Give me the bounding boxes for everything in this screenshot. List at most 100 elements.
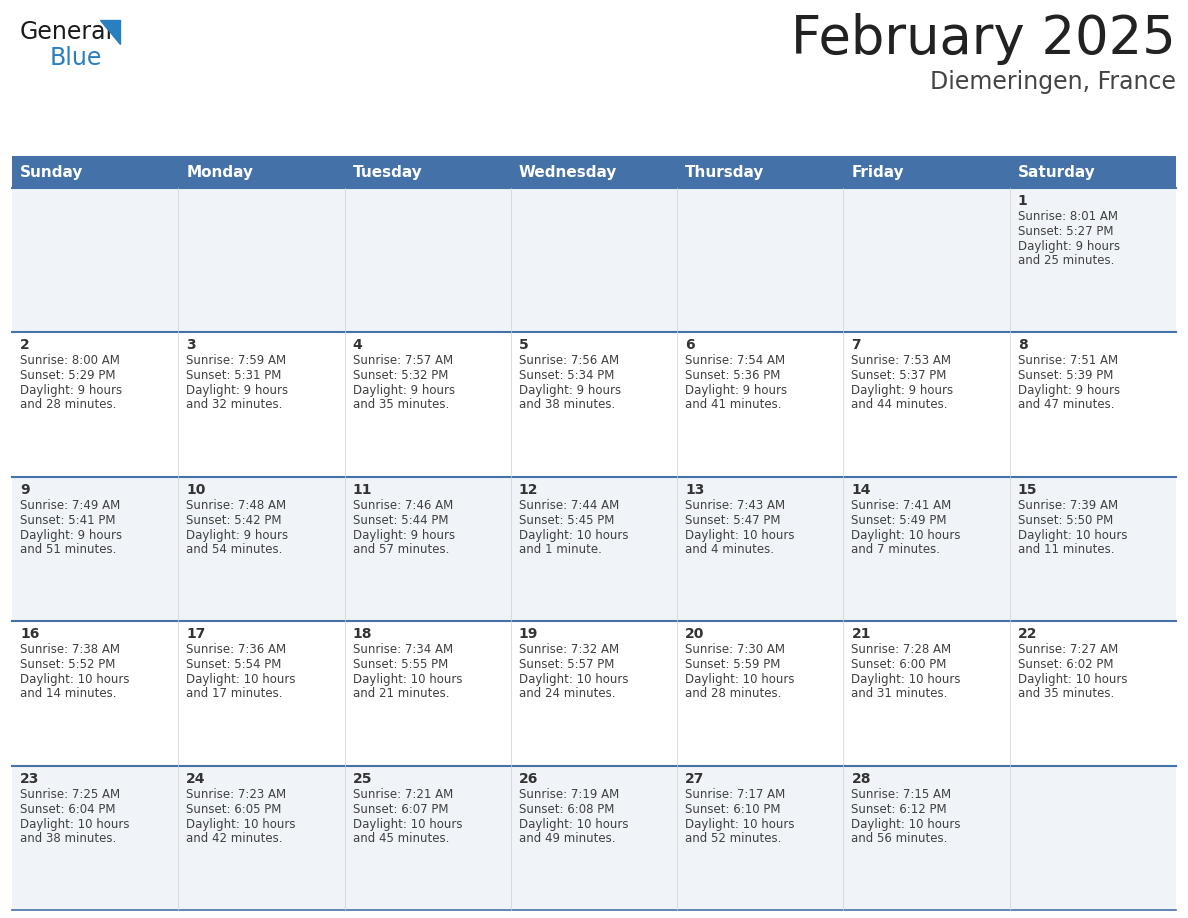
Text: and 4 minutes.: and 4 minutes. xyxy=(685,543,775,555)
Text: Daylight: 10 hours: Daylight: 10 hours xyxy=(685,673,795,686)
Text: 11: 11 xyxy=(353,483,372,497)
Text: Sunset: 6:05 PM: Sunset: 6:05 PM xyxy=(187,802,282,815)
Text: 6: 6 xyxy=(685,339,695,353)
Text: Daylight: 9 hours: Daylight: 9 hours xyxy=(852,385,954,397)
Text: Sunset: 5:27 PM: Sunset: 5:27 PM xyxy=(1018,225,1113,238)
Text: Daylight: 9 hours: Daylight: 9 hours xyxy=(353,385,455,397)
Text: and 11 minutes.: and 11 minutes. xyxy=(1018,543,1114,555)
Text: Daylight: 10 hours: Daylight: 10 hours xyxy=(519,818,628,831)
Text: Sunset: 5:36 PM: Sunset: 5:36 PM xyxy=(685,369,781,383)
Text: Sunrise: 7:19 AM: Sunrise: 7:19 AM xyxy=(519,788,619,800)
Text: February 2025: February 2025 xyxy=(791,13,1176,65)
Text: Sunset: 6:02 PM: Sunset: 6:02 PM xyxy=(1018,658,1113,671)
Text: Sunset: 5:54 PM: Sunset: 5:54 PM xyxy=(187,658,282,671)
Text: Sunrise: 7:32 AM: Sunrise: 7:32 AM xyxy=(519,644,619,656)
Text: and 28 minutes.: and 28 minutes. xyxy=(685,688,782,700)
Text: Sunday: Sunday xyxy=(20,164,83,180)
Text: Sunrise: 7:54 AM: Sunrise: 7:54 AM xyxy=(685,354,785,367)
Text: Daylight: 10 hours: Daylight: 10 hours xyxy=(685,529,795,542)
Text: Sunset: 5:52 PM: Sunset: 5:52 PM xyxy=(20,658,115,671)
Text: Saturday: Saturday xyxy=(1018,164,1095,180)
Text: and 32 minutes.: and 32 minutes. xyxy=(187,398,283,411)
Text: Sunset: 5:55 PM: Sunset: 5:55 PM xyxy=(353,658,448,671)
Text: Sunset: 5:50 PM: Sunset: 5:50 PM xyxy=(1018,514,1113,527)
Text: Sunset: 5:42 PM: Sunset: 5:42 PM xyxy=(187,514,282,527)
Text: Daylight: 9 hours: Daylight: 9 hours xyxy=(1018,385,1120,397)
Text: Sunrise: 7:38 AM: Sunrise: 7:38 AM xyxy=(20,644,120,656)
Text: 2: 2 xyxy=(20,339,30,353)
Text: Daylight: 9 hours: Daylight: 9 hours xyxy=(519,385,621,397)
Text: Daylight: 9 hours: Daylight: 9 hours xyxy=(1018,240,1120,253)
Text: Monday: Monday xyxy=(187,164,253,180)
Text: and 57 minutes.: and 57 minutes. xyxy=(353,543,449,555)
Text: Sunset: 5:34 PM: Sunset: 5:34 PM xyxy=(519,369,614,383)
Text: General: General xyxy=(20,20,113,44)
Text: and 28 minutes.: and 28 minutes. xyxy=(20,398,116,411)
Text: Daylight: 9 hours: Daylight: 9 hours xyxy=(20,385,122,397)
Text: 8: 8 xyxy=(1018,339,1028,353)
Text: and 7 minutes.: and 7 minutes. xyxy=(852,543,941,555)
Text: 17: 17 xyxy=(187,627,206,641)
Text: and 52 minutes.: and 52 minutes. xyxy=(685,832,782,845)
Text: 7: 7 xyxy=(852,339,861,353)
Text: 3: 3 xyxy=(187,339,196,353)
Text: Sunrise: 8:01 AM: Sunrise: 8:01 AM xyxy=(1018,210,1118,223)
Text: Sunset: 5:57 PM: Sunset: 5:57 PM xyxy=(519,658,614,671)
Text: Sunset: 6:07 PM: Sunset: 6:07 PM xyxy=(353,802,448,815)
Text: Sunset: 6:04 PM: Sunset: 6:04 PM xyxy=(20,802,115,815)
Text: and 44 minutes.: and 44 minutes. xyxy=(852,398,948,411)
Text: and 56 minutes.: and 56 minutes. xyxy=(852,832,948,845)
Text: Sunrise: 7:28 AM: Sunrise: 7:28 AM xyxy=(852,644,952,656)
Text: Tuesday: Tuesday xyxy=(353,164,422,180)
Bar xyxy=(12,156,1176,188)
Text: and 51 minutes.: and 51 minutes. xyxy=(20,543,116,555)
Text: 26: 26 xyxy=(519,772,538,786)
Text: Sunset: 5:49 PM: Sunset: 5:49 PM xyxy=(852,514,947,527)
Text: Daylight: 9 hours: Daylight: 9 hours xyxy=(20,529,122,542)
Text: Sunrise: 7:51 AM: Sunrise: 7:51 AM xyxy=(1018,354,1118,367)
Text: 15: 15 xyxy=(1018,483,1037,497)
Text: Daylight: 10 hours: Daylight: 10 hours xyxy=(353,818,462,831)
Text: Sunset: 5:44 PM: Sunset: 5:44 PM xyxy=(353,514,448,527)
Text: Daylight: 10 hours: Daylight: 10 hours xyxy=(20,818,129,831)
Text: Sunrise: 7:17 AM: Sunrise: 7:17 AM xyxy=(685,788,785,800)
Text: Sunrise: 7:15 AM: Sunrise: 7:15 AM xyxy=(852,788,952,800)
Text: Daylight: 9 hours: Daylight: 9 hours xyxy=(353,529,455,542)
Text: and 38 minutes.: and 38 minutes. xyxy=(20,832,116,845)
Text: Daylight: 9 hours: Daylight: 9 hours xyxy=(685,385,788,397)
Text: Sunrise: 7:41 AM: Sunrise: 7:41 AM xyxy=(852,498,952,512)
Text: Sunrise: 7:34 AM: Sunrise: 7:34 AM xyxy=(353,644,453,656)
Text: Sunrise: 7:57 AM: Sunrise: 7:57 AM xyxy=(353,354,453,367)
Text: Sunset: 6:10 PM: Sunset: 6:10 PM xyxy=(685,802,781,815)
Text: Daylight: 10 hours: Daylight: 10 hours xyxy=(353,673,462,686)
Text: 9: 9 xyxy=(20,483,30,497)
Text: 25: 25 xyxy=(353,772,372,786)
Text: Sunset: 5:45 PM: Sunset: 5:45 PM xyxy=(519,514,614,527)
Text: Sunset: 5:59 PM: Sunset: 5:59 PM xyxy=(685,658,781,671)
Text: Sunset: 6:00 PM: Sunset: 6:00 PM xyxy=(852,658,947,671)
Text: Daylight: 9 hours: Daylight: 9 hours xyxy=(187,529,289,542)
Text: Sunrise: 7:23 AM: Sunrise: 7:23 AM xyxy=(187,788,286,800)
Text: 10: 10 xyxy=(187,483,206,497)
Text: Sunrise: 7:43 AM: Sunrise: 7:43 AM xyxy=(685,498,785,512)
Text: Sunrise: 7:53 AM: Sunrise: 7:53 AM xyxy=(852,354,952,367)
Text: and 21 minutes.: and 21 minutes. xyxy=(353,688,449,700)
Text: Sunset: 5:37 PM: Sunset: 5:37 PM xyxy=(852,369,947,383)
Text: and 31 minutes.: and 31 minutes. xyxy=(852,688,948,700)
Text: Sunset: 5:29 PM: Sunset: 5:29 PM xyxy=(20,369,115,383)
Text: 19: 19 xyxy=(519,627,538,641)
Text: and 35 minutes.: and 35 minutes. xyxy=(1018,688,1114,700)
Text: and 54 minutes.: and 54 minutes. xyxy=(187,543,283,555)
Text: Sunset: 5:47 PM: Sunset: 5:47 PM xyxy=(685,514,781,527)
Text: and 14 minutes.: and 14 minutes. xyxy=(20,688,116,700)
Text: 27: 27 xyxy=(685,772,704,786)
Text: Daylight: 10 hours: Daylight: 10 hours xyxy=(187,818,296,831)
Text: Daylight: 10 hours: Daylight: 10 hours xyxy=(519,529,628,542)
Text: Daylight: 10 hours: Daylight: 10 hours xyxy=(1018,673,1127,686)
Text: Sunrise: 7:56 AM: Sunrise: 7:56 AM xyxy=(519,354,619,367)
Bar xyxy=(12,188,1176,332)
Bar xyxy=(12,476,1176,621)
Text: Sunrise: 7:25 AM: Sunrise: 7:25 AM xyxy=(20,788,120,800)
Text: and 24 minutes.: and 24 minutes. xyxy=(519,688,615,700)
Bar xyxy=(12,332,1176,476)
